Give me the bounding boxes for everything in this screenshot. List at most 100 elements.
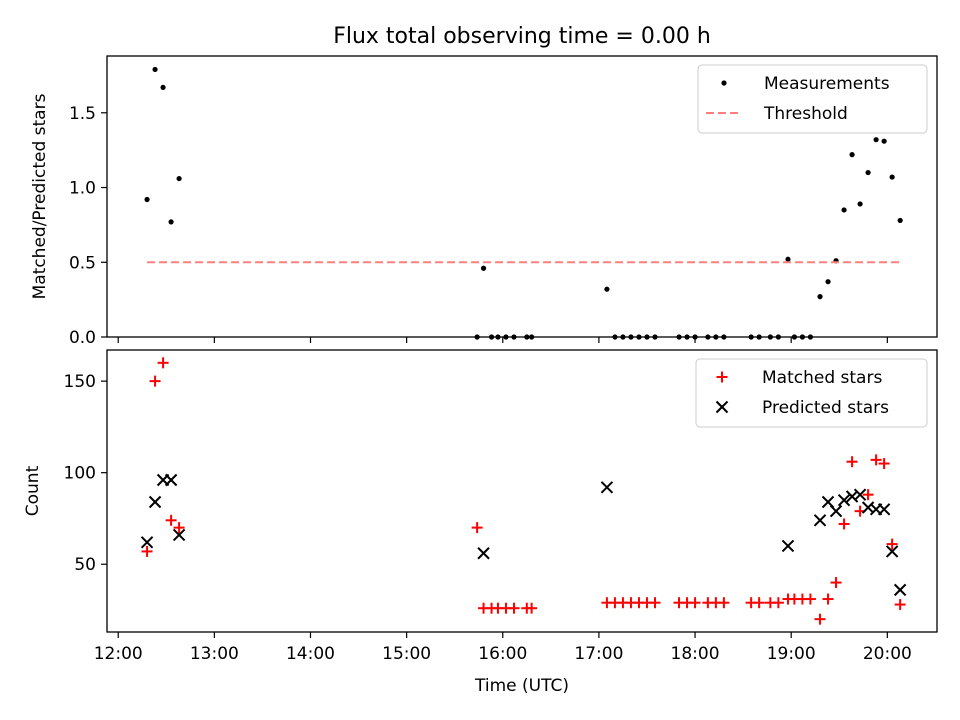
matched-stars-point (689, 597, 701, 609)
matched-stars-point (814, 613, 826, 625)
y-tick-label: 0.0 (69, 328, 96, 348)
x-tick-label: 14:00 (286, 644, 335, 664)
measurement-point (881, 138, 887, 144)
matched-stars-point (822, 593, 834, 605)
measurement-point (865, 169, 871, 176)
matched-stars-point (870, 454, 882, 466)
measurement-point (817, 294, 823, 300)
matched-stars-point (649, 597, 661, 609)
matched-stars-point (753, 597, 765, 609)
legend-label: Predicted stars (762, 398, 889, 418)
predicted-stars-point-b (140, 536, 154, 549)
x-tick-label: 18:00 (671, 644, 720, 664)
predicted-stars-point-b (829, 504, 843, 518)
predicted-stars-point (600, 481, 614, 494)
panel-2: 12:00 13:00 14:00 15:00 16:00 17:00 18:00 19:00… (23, 349, 938, 696)
predicted-stars-point-b (893, 583, 907, 597)
predicted-stars-point (893, 583, 907, 597)
matched-stars-point (173, 522, 185, 534)
predicted-stars-point-b (164, 473, 178, 487)
predicted-stars-point-b (821, 495, 835, 509)
matched-stars-point (508, 602, 520, 614)
matched-stars-point (830, 577, 842, 589)
predicted-stars-point (164, 473, 178, 487)
matched-stars-point (804, 593, 816, 605)
predicted-stars-point-b (477, 547, 490, 560)
y-tick-label: 1.5 (69, 104, 96, 124)
matched-stars-point (471, 522, 483, 534)
series-matched-stars (141, 357, 906, 625)
predicted-stars-point-b (845, 490, 859, 503)
y-tick-label: 0.5 (69, 253, 96, 273)
legend-dot-swatch (721, 80, 727, 86)
matched-stars-point (886, 538, 898, 550)
matched-stars-point (772, 597, 784, 609)
measurement-point (168, 219, 174, 225)
y-tick-label: 1.0 (69, 179, 96, 199)
x-tick-label: 13:00 (190, 644, 239, 664)
measurement-point (857, 201, 863, 207)
matched-stars-point (149, 375, 161, 387)
predicted-stars-point-b (853, 488, 867, 501)
measurement-point (849, 152, 855, 158)
measurement-point (785, 256, 791, 262)
legend-box (695, 358, 928, 428)
axes-frame-1 (106, 55, 938, 338)
y-axis-label: Count (23, 465, 43, 516)
measurement-point (160, 84, 166, 90)
matched-stars-point (718, 597, 730, 609)
x-tick-label: 16:00 (478, 644, 527, 664)
matched-stars-point (838, 518, 850, 530)
predicted-stars-point (148, 495, 162, 509)
measurement-point (841, 207, 847, 213)
measurement-point (873, 137, 879, 143)
predicted-stars-point-b (885, 545, 899, 558)
predicted-stars-point (837, 493, 851, 507)
y-axis-label: Matched/Predicted stars (30, 93, 50, 299)
x-axis-label: Time (UTC) (474, 676, 569, 696)
matched-stars-point (157, 357, 169, 369)
measurement-point (604, 286, 610, 292)
x-tick-label: 19:00 (767, 644, 816, 664)
measurement-point (889, 174, 895, 180)
matched-stars-point (165, 514, 177, 526)
matched-stars-point (878, 458, 890, 470)
legend-label: Measurements (764, 74, 890, 94)
matched-stars-point (141, 545, 153, 557)
legend-x-swatch (715, 400, 729, 414)
predicted-stars-point (477, 547, 490, 560)
predicted-stars-point (853, 488, 867, 501)
series-measurements (144, 66, 903, 340)
y-tick-label: 150 (64, 372, 96, 392)
predicted-stars-point (829, 504, 843, 518)
predicted-stars-point (172, 528, 186, 542)
y-tick-label: 50 (74, 555, 96, 575)
predicted-stars-point-b (172, 528, 186, 542)
predicted-stars-point (140, 536, 154, 549)
legend-label: Threshold (763, 104, 848, 124)
legend-plus-swatch (716, 371, 728, 383)
legend-label: Matched stars (762, 368, 882, 388)
legend-1: Measurements Threshold (697, 64, 928, 134)
matched-stars-point (862, 489, 874, 501)
predicted-stars-point-b (148, 495, 162, 509)
matched-stars-point (526, 602, 538, 614)
y-tick-label: 100 (64, 464, 96, 484)
plot-area-1 (144, 66, 903, 340)
series-predicted-stars (140, 473, 907, 597)
measurement-point (144, 196, 150, 203)
x-tick-label: 20:00 (863, 644, 912, 664)
matched-stars-point (846, 456, 858, 468)
matched-stars-point (894, 599, 906, 611)
chart-title: Flux total observing time = 0.00 h (333, 24, 711, 49)
panel-1: 0.0 0.5 1.0 1.5 Matched/Predicted stars Measu… (30, 55, 938, 348)
measurement-point (897, 217, 903, 224)
plot-area-2 (140, 357, 907, 625)
predicted-stars-point (885, 545, 899, 558)
predicted-stars-point-b (781, 539, 795, 553)
predicted-stars-point-b (813, 514, 827, 527)
measurement-point (480, 265, 487, 271)
legend-box (697, 64, 928, 134)
axes-frame-2 (106, 349, 938, 633)
